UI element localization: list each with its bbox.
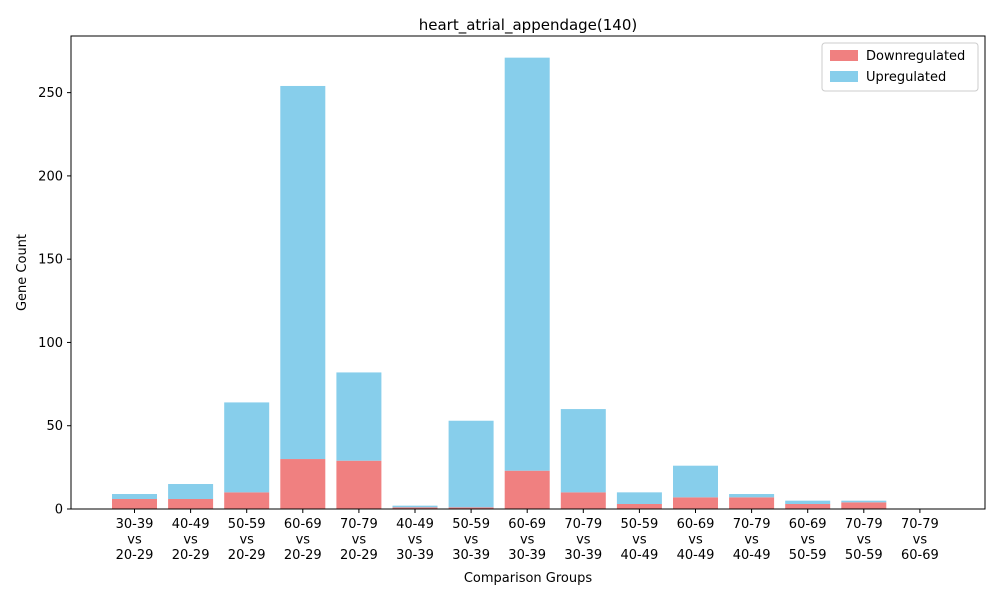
bar-downregulated <box>729 497 775 509</box>
bar-upregulated <box>168 484 214 500</box>
bar-downregulated <box>336 460 382 509</box>
x-axis-label: Comparison Groups <box>464 571 593 586</box>
bar-upregulated <box>392 505 438 508</box>
x-tick-label: 70-79 vs 40-49 <box>733 517 771 563</box>
bar-downregulated <box>504 470 550 509</box>
x-tick-label: 70-79 vs 60-69 <box>901 517 939 563</box>
y-tick-label: 0 <box>55 503 63 518</box>
bar-upregulated <box>280 85 326 460</box>
bar-downregulated <box>168 499 214 509</box>
bar-upregulated <box>841 500 887 503</box>
y-tick-label: 250 <box>38 86 63 101</box>
chart-title: heart_atrial_appendage(140) <box>419 16 638 35</box>
legend-swatch <box>830 71 858 82</box>
x-tick-label: 60-69 vs 50-59 <box>789 517 827 563</box>
bar-upregulated <box>224 402 270 493</box>
bars-layer <box>112 57 887 509</box>
bar-downregulated <box>616 504 662 509</box>
x-tick-label: 50-59 vs 30-39 <box>452 517 490 563</box>
x-tick-label: 40-49 vs 30-39 <box>396 517 434 563</box>
bar-downregulated <box>673 497 718 509</box>
bar-downregulated <box>112 499 157 509</box>
x-tick-label: 50-59 vs 40-49 <box>621 517 659 563</box>
legend-box <box>821 42 979 92</box>
bar-upregulated <box>336 372 382 461</box>
y-tick-label: 200 <box>38 169 63 184</box>
legend-swatch <box>830 50 858 61</box>
bar-downregulated <box>280 459 326 509</box>
plot-frame <box>70 35 986 510</box>
x-tick-label: 70-79 vs 20-29 <box>340 517 378 563</box>
bar-upregulated <box>785 500 831 505</box>
bar-upregulated <box>504 57 550 471</box>
x-tick-label: 30-39 vs 20-29 <box>116 517 154 563</box>
legend-label: Upregulated <box>866 70 946 85</box>
x-tick-label: 50-59 vs 20-29 <box>228 517 266 563</box>
bar-downregulated <box>785 504 831 509</box>
x-tick-label: 60-69 vs 30-39 <box>508 517 546 563</box>
bar-downregulated <box>560 492 606 509</box>
y-axis-ticks: 0 50 100 150 200 250 <box>38 86 71 518</box>
bar-downregulated <box>392 507 438 509</box>
legend: Downregulated Upregulated <box>821 42 979 92</box>
x-axis-ticks: 30-39 vs 20-29 40-49 vs 20-29 50-59 vs 20-29 60-6… <box>116 509 939 563</box>
x-tick-label: 70-79 vs 50-59 <box>845 517 883 563</box>
y-tick-label: 50 <box>46 419 63 434</box>
y-tick-label: 100 <box>38 336 63 351</box>
bar-upregulated <box>560 409 606 493</box>
bar-downregulated <box>841 502 887 509</box>
bar-upregulated <box>616 492 662 505</box>
x-tick-label: 60-69 vs 20-29 <box>284 517 322 563</box>
bar-upregulated <box>729 494 775 498</box>
bar-upregulated <box>448 420 494 508</box>
y-tick-label: 150 <box>38 253 63 268</box>
bar-upregulated <box>673 465 718 498</box>
bar-upregulated <box>112 494 157 500</box>
y-axis-label: Gene Count <box>15 234 30 311</box>
bar-downregulated <box>224 492 270 509</box>
x-tick-label: 70-79 vs 30-39 <box>564 517 602 563</box>
legend-label: Downregulated <box>866 49 965 64</box>
bar-downregulated <box>448 507 494 509</box>
x-tick-label: 40-49 vs 20-29 <box>172 517 210 563</box>
x-tick-label: 60-69 vs 40-49 <box>677 517 715 563</box>
